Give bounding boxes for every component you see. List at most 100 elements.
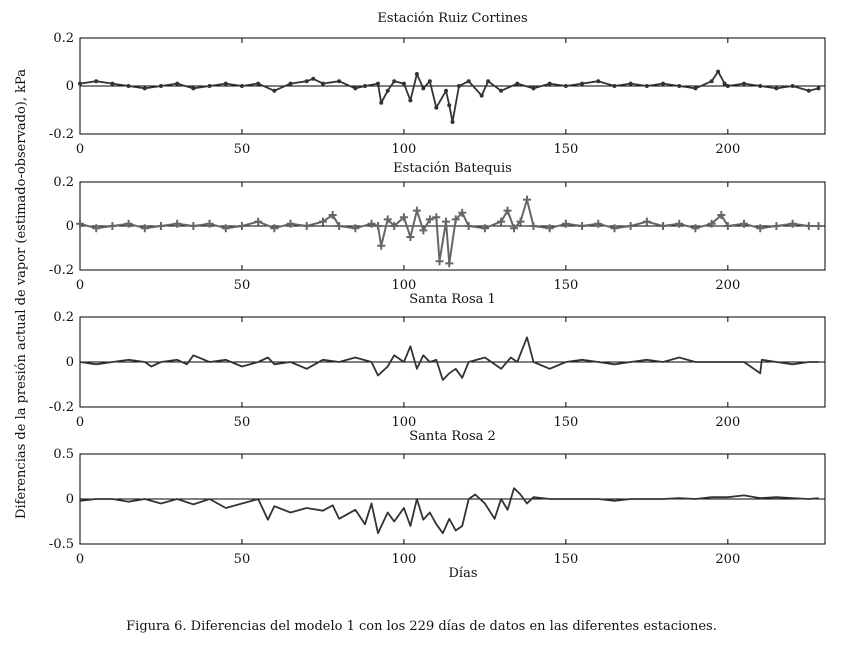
x-tick-label: 50 xyxy=(234,278,251,293)
data-point xyxy=(644,84,649,88)
data-point xyxy=(594,219,603,228)
x-tick-label: 100 xyxy=(391,552,416,567)
data-point xyxy=(270,224,279,233)
y-tick-label: -0.2 xyxy=(49,400,74,415)
data-point xyxy=(189,222,198,230)
data-point xyxy=(175,81,180,86)
data-point xyxy=(742,81,747,86)
data-point xyxy=(691,224,700,233)
x-tick-label: 50 xyxy=(234,415,251,430)
x-tick-label: 100 xyxy=(391,142,416,157)
data-point xyxy=(725,84,730,88)
data-point xyxy=(464,222,473,230)
data-point xyxy=(191,86,196,91)
y-tick-label: -0.2 xyxy=(49,127,74,142)
data-point xyxy=(377,241,386,250)
data-point xyxy=(304,79,309,84)
data-point xyxy=(207,84,212,88)
x-tick-label: 50 xyxy=(234,552,251,567)
data-point xyxy=(756,224,765,233)
data-point xyxy=(642,217,651,226)
data-point xyxy=(337,79,342,84)
data-point xyxy=(223,81,228,86)
x-tick-label: 0 xyxy=(76,415,84,430)
y-tick-label: 0 xyxy=(66,492,74,507)
data-point xyxy=(814,222,823,230)
data-point xyxy=(367,219,376,228)
data-point xyxy=(425,215,434,224)
data-point xyxy=(239,84,244,88)
data-point xyxy=(140,224,149,233)
data-point xyxy=(320,81,325,86)
data-point xyxy=(110,81,115,86)
y-tick-label: 0.2 xyxy=(53,31,74,46)
data-point xyxy=(626,222,635,230)
data-point xyxy=(94,79,99,84)
panel-4: Santa Rosa 20 50 100 150 200-0.500.5 xyxy=(49,429,826,567)
data-point xyxy=(458,208,467,217)
x-tick-label: 0 xyxy=(76,278,84,293)
x-tick-label: 150 xyxy=(553,278,578,293)
y-tick-label: 0 xyxy=(66,79,74,94)
data-point xyxy=(374,222,382,230)
data-point xyxy=(406,233,415,241)
x-axis-label: Días xyxy=(448,566,477,581)
data-point xyxy=(421,86,426,91)
x-tick-label: 0 xyxy=(76,552,84,567)
data-point xyxy=(788,219,797,228)
data-point xyxy=(434,105,439,110)
x-tick-label: 200 xyxy=(715,415,740,430)
data-point xyxy=(392,79,397,84)
data-point xyxy=(628,81,633,86)
y-axis-label: Diferencias de la presión actual de vapo… xyxy=(14,69,29,519)
data-point xyxy=(723,222,732,230)
data-point xyxy=(707,219,716,228)
data-point xyxy=(142,86,147,91)
data-point xyxy=(451,215,460,224)
x-tick-label: 200 xyxy=(715,142,740,157)
data-point xyxy=(432,213,441,222)
data-point xyxy=(531,86,536,91)
data-point xyxy=(335,222,344,230)
data-point xyxy=(427,79,432,84)
panel-title: Estación Ruiz Cortines xyxy=(377,11,527,26)
data-point xyxy=(523,195,531,204)
data-point xyxy=(479,93,484,98)
data-point xyxy=(376,81,380,86)
data-point xyxy=(447,103,452,108)
data-point xyxy=(661,81,666,86)
x-tick-label: 200 xyxy=(715,278,740,293)
series-line xyxy=(79,487,819,535)
data-point xyxy=(76,219,84,228)
data-point xyxy=(693,86,698,91)
data-point xyxy=(547,81,552,86)
data-point xyxy=(311,76,316,81)
data-point xyxy=(302,222,311,230)
data-point xyxy=(399,213,408,222)
data-point xyxy=(173,219,182,228)
data-point xyxy=(401,81,406,86)
data-point xyxy=(790,84,795,88)
data-point xyxy=(445,259,454,268)
data-point xyxy=(353,86,358,91)
data-point xyxy=(486,79,491,84)
data-point xyxy=(677,84,682,88)
data-point xyxy=(158,84,163,88)
y-tick-label: -0.2 xyxy=(49,263,74,278)
data-point xyxy=(383,215,392,224)
data-point xyxy=(442,217,451,226)
data-point xyxy=(363,84,368,88)
data-point xyxy=(804,222,813,230)
x-tick-label: 100 xyxy=(391,415,416,430)
data-point xyxy=(612,84,617,88)
data-point xyxy=(412,206,421,215)
data-point xyxy=(286,219,295,228)
y-tick-label: 0.2 xyxy=(53,310,74,325)
series-line xyxy=(79,336,819,381)
data-point xyxy=(515,81,520,86)
data-point xyxy=(328,211,337,219)
data-point xyxy=(108,222,117,230)
series-line xyxy=(79,70,819,123)
panel-title: Santa Rosa 1 xyxy=(409,292,496,307)
